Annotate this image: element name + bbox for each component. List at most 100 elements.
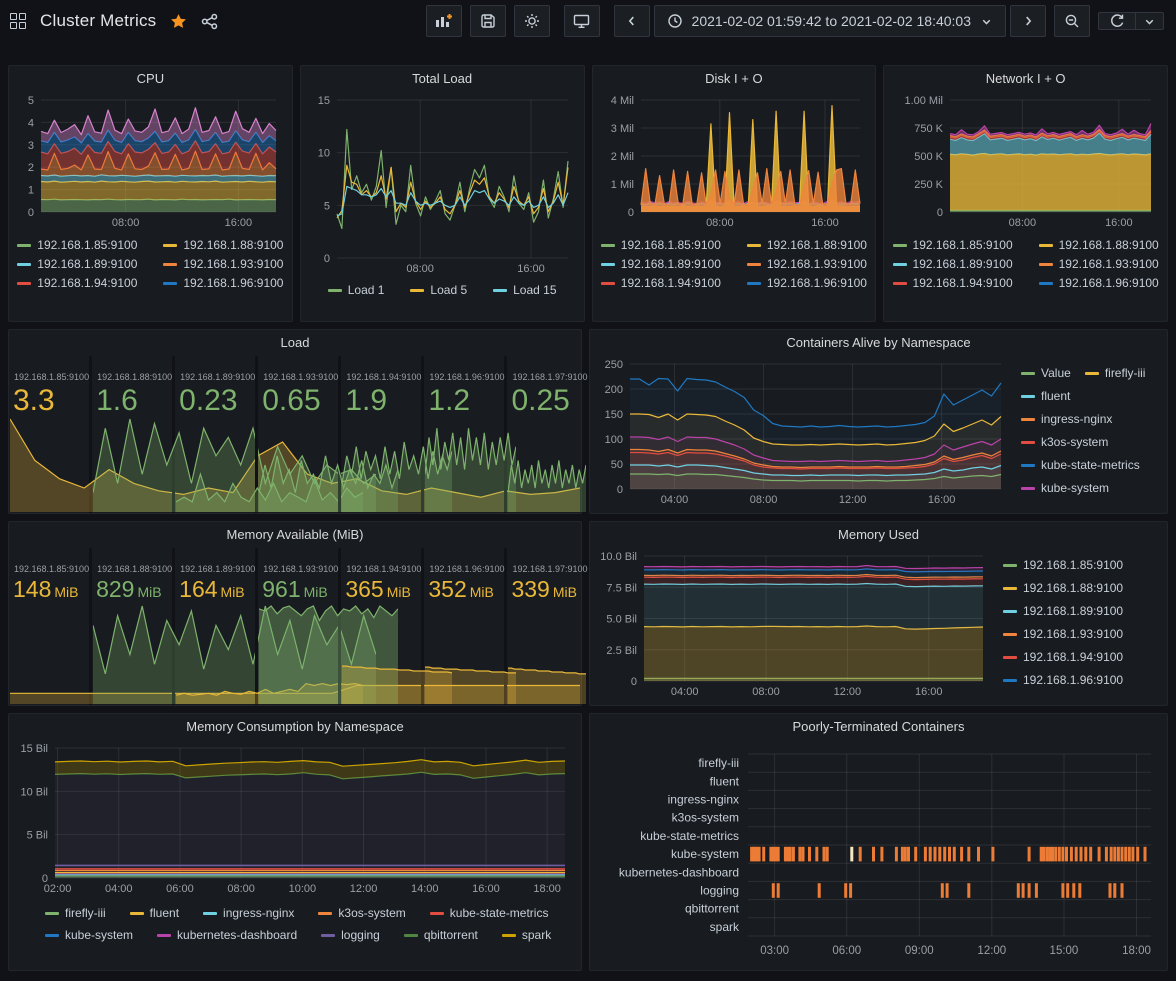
legend-item[interactable]: 192.168.1.94:9100 [17,276,137,290]
panel-title-cpu[interactable]: CPU [9,66,292,92]
legend-item[interactable]: Value [1021,366,1071,380]
legend-item[interactable]: kube-state-metrics [1021,458,1140,472]
legend-item[interactable]: ingress-nginx [1021,412,1112,426]
favorite-star-icon[interactable] [170,13,187,30]
containers-alive-chart[interactable]: 04:0008:0012:0016:00050100150200250 [596,356,1011,509]
legend-item[interactable]: kube-system [1021,481,1109,495]
svg-text:5: 5 [324,200,330,212]
svg-text:10: 10 [318,148,330,160]
refresh-interval-dropdown[interactable] [1135,13,1163,29]
legend-item[interactable]: 192.168.1.85:9100 [17,238,137,252]
cycle-view-mode-button[interactable] [564,5,600,37]
legend-item[interactable]: ingress-nginx [203,906,294,920]
time-shift-back-button[interactable] [614,5,650,37]
time-range-picker[interactable]: 2021-02-02 01:59:42 to 2021-02-02 18:40:… [654,5,1006,37]
panel-title-load[interactable]: Load [9,330,581,356]
legend-item[interactable]: 192.168.1.85:9100 [1003,558,1123,572]
legend-item[interactable]: 192.168.1.94:9100 [601,276,721,290]
total-load-chart[interactable]: 08:0016:00051015 [307,92,578,278]
legend-item[interactable]: 192.168.1.85:9100 [601,238,721,252]
legend-item[interactable]: firefly-iii [45,906,106,920]
legend-item[interactable]: k3os-system [318,906,405,920]
panel-title-memory-consumption[interactable]: Memory Consumption by Namespace [9,714,581,740]
legend-item[interactable]: 192.168.1.96:9100 [1039,276,1159,290]
share-icon[interactable] [201,13,218,30]
legend-item[interactable]: logging [321,928,380,942]
legend-item[interactable]: spark [502,928,551,942]
stat-cell[interactable]: 192.168.1.89:9100164MiB [175,548,258,705]
stat-cell[interactable]: 192.168.1.93:91000.65 [258,356,341,513]
legend-item[interactable]: 192.168.1.89:9100 [17,257,137,271]
stat-cell[interactable]: 192.168.1.97:9100339MiB [507,548,587,705]
legend-item[interactable]: 192.168.1.96:9100 [747,276,867,290]
memory-available-row: 192.168.1.85:9100148MiB192.168.1.88:9100… [9,548,581,705]
panel-title-network-io[interactable]: Network I + O [884,66,1167,92]
stat-host-label: 192.168.1.97:9100 [507,548,587,574]
zoom-out-time-button[interactable] [1054,5,1090,37]
legend-label: Load 15 [513,283,556,297]
legend-item[interactable]: Load 5 [410,283,467,297]
legend-item[interactable]: 192.168.1.96:9100 [1003,673,1123,687]
time-shift-forward-button[interactable] [1010,5,1046,37]
stat-cell[interactable]: 192.168.1.94:9100365MiB [341,548,424,705]
stat-cell[interactable]: 192.168.1.96:9100352MiB [424,548,507,705]
legend-item[interactable]: 192.168.1.93:9100 [1003,627,1123,641]
network-io-chart[interactable]: 08:0016:000250 K500 K750 K1.00 Mil [890,92,1161,232]
legend-item[interactable]: 192.168.1.94:9100 [1003,650,1123,664]
legend-item[interactable]: 192.168.1.93:9100 [163,257,283,271]
add-panel-icon [435,13,453,29]
disk-io-chart[interactable]: 08:0016:0001 Mil2 Mil3 Mil4 Mil [599,92,870,232]
legend-item[interactable]: 192.168.1.88:9100 [1003,581,1123,595]
legend-item[interactable]: fluent [1021,389,1070,403]
stat-cell[interactable]: 192.168.1.94:91001.9 [341,356,424,513]
legend-item[interactable]: 192.168.1.89:9100 [601,257,721,271]
panel-title-disk-io[interactable]: Disk I + O [593,66,876,92]
legend-item[interactable]: firefly-iii [1085,366,1146,380]
legend-label: 192.168.1.88:9100 [767,238,867,252]
memory-used-legend: 192.168.1.85:9100 192.168.1.88:9100 192.16… [993,548,1161,701]
legend-item[interactable]: 192.168.1.89:9100 [1003,604,1123,618]
panel-title-total-load[interactable]: Total Load [301,66,584,92]
save-dashboard-button[interactable] [470,5,506,37]
stat-value: 164MiB [175,574,255,603]
legend-item[interactable]: fluent [130,906,179,920]
add-panel-button[interactable] [426,5,462,37]
stat-cell[interactable]: 192.168.1.96:91001.2 [424,356,507,513]
legend-item[interactable]: k3os-system [1021,435,1108,449]
svg-text:1 Mil: 1 Mil [610,179,633,191]
stat-cell[interactable]: 192.168.1.97:91000.25 [507,356,587,513]
refresh-dashboard-button[interactable] [1099,13,1135,29]
stat-cell[interactable]: 192.168.1.88:9100829MiB [92,548,175,705]
legend-item[interactable]: Load 15 [493,283,556,297]
stat-cell[interactable]: 192.168.1.88:91001.6 [92,356,175,513]
legend-item[interactable]: kubernetes-dashboard [157,928,297,942]
legend-swatch [163,282,177,285]
legend-item[interactable]: 192.168.1.96:9100 [163,276,283,290]
cpu-chart[interactable]: 08:0016:00012345 [15,92,286,232]
legend-item[interactable]: 192.168.1.88:9100 [747,238,867,252]
legend-item[interactable]: 192.168.1.85:9100 [893,238,1013,252]
stat-cell[interactable]: 192.168.1.85:9100148MiB [9,548,92,705]
legend-item[interactable]: 192.168.1.88:9100 [163,238,283,252]
stat-cell[interactable]: 192.168.1.89:91000.23 [175,356,258,513]
memory-used-chart[interactable]: 04:0008:0012:0016:0002.5 Bil5.0 Bil7.5 B… [596,548,993,701]
legend-item[interactable]: 192.168.1.88:9100 [1039,238,1159,252]
legend-item[interactable]: kube-state-metrics [430,906,549,920]
stat-cell[interactable]: 192.168.1.93:9100961MiB [258,548,341,705]
legend-item[interactable]: 192.168.1.93:9100 [747,257,867,271]
memory-consumption-chart[interactable]: 02:0004:0006:0008:0010:0012:0014:0016:00… [15,740,575,898]
panel-title-poorly-terminated[interactable]: Poorly-Terminated Containers [590,714,1167,740]
panel-title-containers-alive[interactable]: Containers Alive by Namespace [590,330,1167,356]
legend-item[interactable]: qbittorrent [404,928,478,942]
legend-item[interactable]: 192.168.1.94:9100 [893,276,1013,290]
stat-cell[interactable]: 192.168.1.85:91003.3 [9,356,92,513]
legend-item[interactable]: 192.168.1.93:9100 [1039,257,1159,271]
legend-item[interactable]: Load 1 [328,283,385,297]
panel-title-memory-used[interactable]: Memory Used [590,522,1167,548]
dashboard-settings-button[interactable] [514,5,550,37]
legend-item[interactable]: kube-system [45,928,133,942]
poorly-terminated-chart[interactable]: firefly-iiifluentingress-nginxk3os-syste… [596,740,1161,966]
legend-item[interactable]: 192.168.1.89:9100 [893,257,1013,271]
dashboards-icon[interactable] [10,13,26,29]
panel-title-memory-available[interactable]: Memory Available (MiB) [9,522,581,548]
